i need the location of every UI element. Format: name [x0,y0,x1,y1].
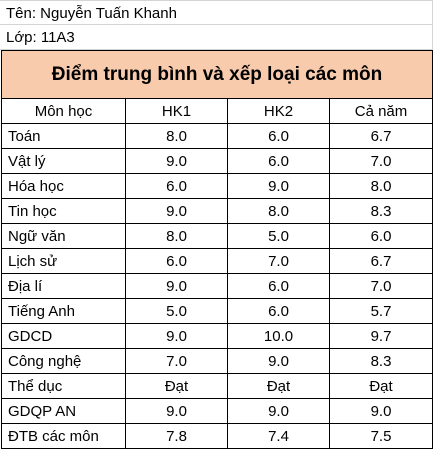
hk1-cell[interactable]: 7.8 [125,423,228,449]
full-year-cell[interactable]: 6.7 [328,123,434,149]
hk2-cell[interactable]: 6.0 [227,273,330,299]
subject-cell[interactable]: Hóa học [1,173,126,199]
subject-cell[interactable]: ĐTB các môn [1,423,126,449]
subject-cell[interactable]: Vật lý [1,148,126,174]
subject-cell[interactable]: GDQP AN [1,398,126,424]
hk2-cell[interactable]: 6.0 [227,123,330,149]
header-hk2[interactable]: HK2 [227,98,330,124]
table-row: Toán 8.0 6.0 6.7 [1,123,434,149]
header-hk1[interactable]: HK1 [125,98,228,124]
table-row: Địa lí 9.0 6.0 7.0 [1,273,434,299]
hk2-cell[interactable]: 9.0 [227,173,330,199]
full-year-cell[interactable]: 9.0 [328,398,434,424]
full-year-cell[interactable]: Đạt [328,373,434,399]
table-row: Lịch sử 6.0 7.0 6.7 [1,248,434,274]
hk1-cell[interactable]: 9.0 [125,398,228,424]
subject-cell[interactable]: Công nghệ [1,348,126,374]
hk2-cell[interactable]: 6.0 [227,298,330,324]
hk1-cell[interactable]: 8.0 [125,123,228,149]
hk2-cell[interactable]: Đạt [227,373,330,399]
full-year-cell[interactable]: 8.0 [328,173,434,199]
full-year-cell[interactable]: 8.3 [328,348,434,374]
hk2-cell[interactable]: 8.0 [227,198,330,224]
hk1-cell[interactable]: 5.0 [125,298,228,324]
hk1-cell[interactable]: 6.0 [125,173,228,199]
full-year-cell[interactable]: 7.0 [328,148,434,174]
hk2-cell[interactable]: 10.0 [227,323,330,349]
student-class-cell[interactable]: Lớp: 11A3 [0,25,433,50]
subject-cell[interactable]: Thể dục [1,373,126,399]
hk1-cell[interactable]: 6.0 [125,248,228,274]
header-row: Môn học HK1 HK2 Cả năm [1,98,434,124]
subject-cell[interactable]: Tiếng Anh [1,298,126,324]
subject-cell[interactable]: Địa lí [1,273,126,299]
subject-cell[interactable]: Toán [1,123,126,149]
hk1-cell[interactable]: 8.0 [125,223,228,249]
header-subject[interactable]: Môn học [1,98,126,124]
hk1-cell[interactable]: 9.0 [125,323,228,349]
subject-cell[interactable]: GDCD [1,323,126,349]
hk1-cell[interactable]: 9.0 [125,148,228,174]
table-row: Tin học 9.0 8.0 8.3 [1,198,434,224]
full-year-cell[interactable]: 9.7 [328,323,434,349]
full-year-cell[interactable]: 7.5 [328,423,434,449]
table-row: Vật lý 9.0 6.0 7.0 [1,148,434,174]
table-row: GDQP AN 9.0 9.0 9.0 [1,398,434,424]
subject-cell[interactable]: Lịch sử [1,248,126,274]
hk2-cell[interactable]: 5.0 [227,223,330,249]
student-name-cell[interactable]: Tên: Nguyễn Tuấn Khanh [0,0,433,25]
hk1-cell[interactable]: Đạt [125,373,228,399]
table-row: Ngữ văn 8.0 5.0 6.0 [1,223,434,249]
hk2-cell[interactable]: 6.0 [227,148,330,174]
subject-cell[interactable]: Ngữ văn [1,223,126,249]
table-row: Công nghệ 7.0 9.0 8.3 [1,348,434,374]
table-row: Tiếng Anh 5.0 6.0 5.7 [1,298,434,324]
hk2-cell[interactable]: 9.0 [227,348,330,374]
hk1-cell[interactable]: 7.0 [125,348,228,374]
subject-cell[interactable]: Tin học [1,198,126,224]
full-year-cell[interactable]: 6.7 [328,248,434,274]
hk1-cell[interactable]: 9.0 [125,273,228,299]
grade-table: Điểm trung bình và xếp loại các môn Môn … [0,50,434,449]
hk2-cell[interactable]: 9.0 [227,398,330,424]
full-year-cell[interactable]: 6.0 [328,223,434,249]
table-row: ĐTB các môn 7.8 7.4 7.5 [1,423,434,449]
table-title[interactable]: Điểm trung bình và xếp loại các môn [0,50,434,99]
hk1-cell[interactable]: 9.0 [125,198,228,224]
header-full-year[interactable]: Cả năm [328,98,434,124]
full-year-cell[interactable]: 5.7 [328,298,434,324]
full-year-cell[interactable]: 7.0 [328,273,434,299]
table-row: Thể dục Đạt Đạt Đạt [1,373,434,399]
hk2-cell[interactable]: 7.4 [227,423,330,449]
full-year-cell[interactable]: 8.3 [328,198,434,224]
table-row: GDCD 9.0 10.0 9.7 [1,323,434,349]
hk2-cell[interactable]: 7.0 [227,248,330,274]
table-row: Hóa học 6.0 9.0 8.0 [1,173,434,199]
